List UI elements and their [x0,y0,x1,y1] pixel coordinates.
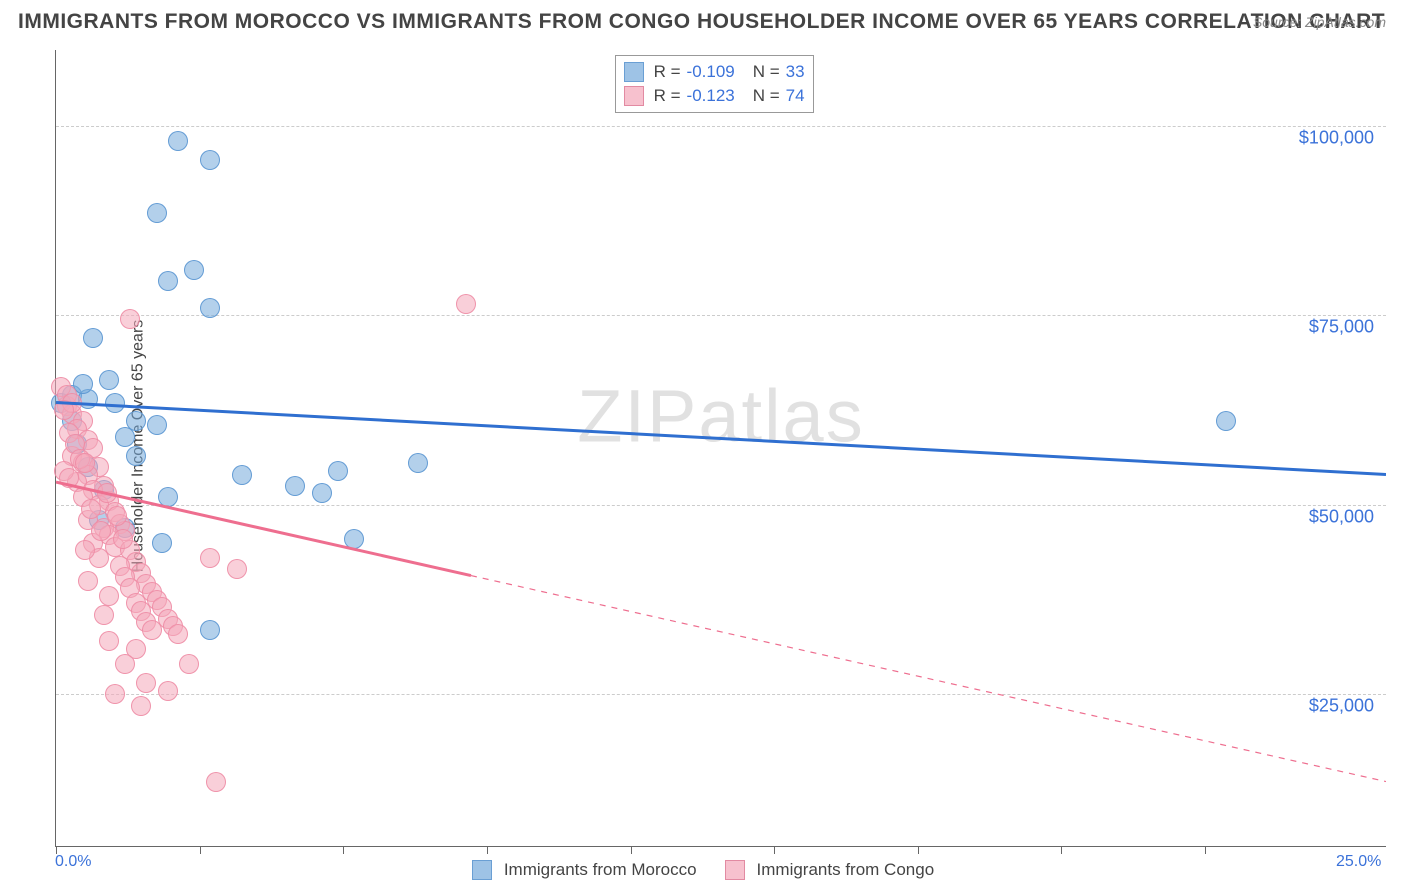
scatter-chart: ZIPatlas R = -0.109 N = 33 R = -0.123 N = 7… [55,50,1386,847]
stat-label: N = [753,60,780,84]
data-point-congo [131,696,151,716]
data-point-congo [75,540,95,560]
data-point-congo [142,620,162,640]
stat-label: N = [753,84,780,108]
x-tick [1061,846,1062,854]
data-point-congo [115,654,135,674]
regression-lines [56,50,1386,846]
y-tick-label: $50,000 [1309,506,1374,527]
data-point-congo [91,521,111,541]
data-point-congo [105,684,125,704]
stat-label: R = [654,60,681,84]
data-point-congo [456,294,476,314]
swatch-icon [624,86,644,106]
x-tick [1205,846,1206,854]
watermark-text: ZIPatlas [577,374,864,459]
data-point-congo [168,624,188,644]
data-point-congo [179,654,199,674]
x-tick [774,846,775,854]
n-value: 74 [786,84,805,108]
correlation-row-congo: R = -0.123 N = 74 [624,84,805,108]
data-point-congo [81,499,101,519]
data-point-congo [158,681,178,701]
data-point-morocco [147,415,167,435]
data-point-morocco [126,446,146,466]
data-point-morocco [312,483,332,503]
gridline-h [56,126,1386,127]
chart-title: IMMIGRANTS FROM MOROCCO VS IMMIGRANTS FR… [18,10,1385,34]
data-point-congo [94,605,114,625]
gridline-h [56,694,1386,695]
correlation-legend: R = -0.109 N = 33 R = -0.123 N = 74 [615,55,814,113]
source-attribution: Source: ZipAtlas.com [1253,14,1386,30]
data-point-morocco [147,203,167,223]
data-point-congo [206,772,226,792]
data-point-morocco [200,298,220,318]
data-point-morocco [158,487,178,507]
legend-label: Immigrants from Congo [757,860,935,880]
data-point-congo [99,586,119,606]
data-point-congo [227,559,247,579]
legend-label: Immigrants from Morocco [504,860,697,880]
x-tick [200,846,201,854]
data-point-morocco [1216,411,1236,431]
data-point-congo [75,453,95,473]
data-point-congo [107,506,127,526]
data-point-congo [136,673,156,693]
x-tick [918,846,919,854]
r-value: -0.123 [687,84,735,108]
swatch-icon [472,860,492,880]
data-point-congo [97,483,117,503]
correlation-row-morocco: R = -0.109 N = 33 [624,60,805,84]
data-point-morocco [232,465,252,485]
data-point-congo [113,529,133,549]
legend-item-congo: Immigrants from Congo [725,860,935,880]
swatch-icon [624,62,644,82]
y-tick-label: $100,000 [1299,127,1374,148]
data-point-morocco [328,461,348,481]
data-point-morocco [200,150,220,170]
data-point-morocco [99,370,119,390]
r-value: -0.109 [687,60,735,84]
data-point-morocco [344,529,364,549]
swatch-icon [725,860,745,880]
data-point-morocco [408,453,428,473]
legend-item-morocco: Immigrants from Morocco [472,860,697,880]
data-point-congo [120,309,140,329]
data-point-morocco [168,131,188,151]
data-point-morocco [105,393,125,413]
data-point-morocco [200,620,220,640]
data-point-morocco [158,271,178,291]
data-point-congo [78,571,98,591]
x-tick [631,846,632,854]
data-point-morocco [184,260,204,280]
data-point-morocco [152,533,172,553]
data-point-morocco [115,427,135,447]
series-legend: Immigrants from Morocco Immigrants from … [0,860,1406,880]
x-tick [487,846,488,854]
x-tick [343,846,344,854]
data-point-morocco [83,328,103,348]
y-tick-label: $75,000 [1309,317,1374,338]
data-point-morocco [285,476,305,496]
data-point-congo [59,468,79,488]
data-point-congo [99,631,119,651]
data-point-congo [200,548,220,568]
gridline-h [56,505,1386,506]
gridline-h [56,315,1386,316]
stat-label: R = [654,84,681,108]
data-point-congo [54,400,74,420]
y-tick-label: $25,000 [1309,696,1374,717]
n-value: 33 [786,60,805,84]
